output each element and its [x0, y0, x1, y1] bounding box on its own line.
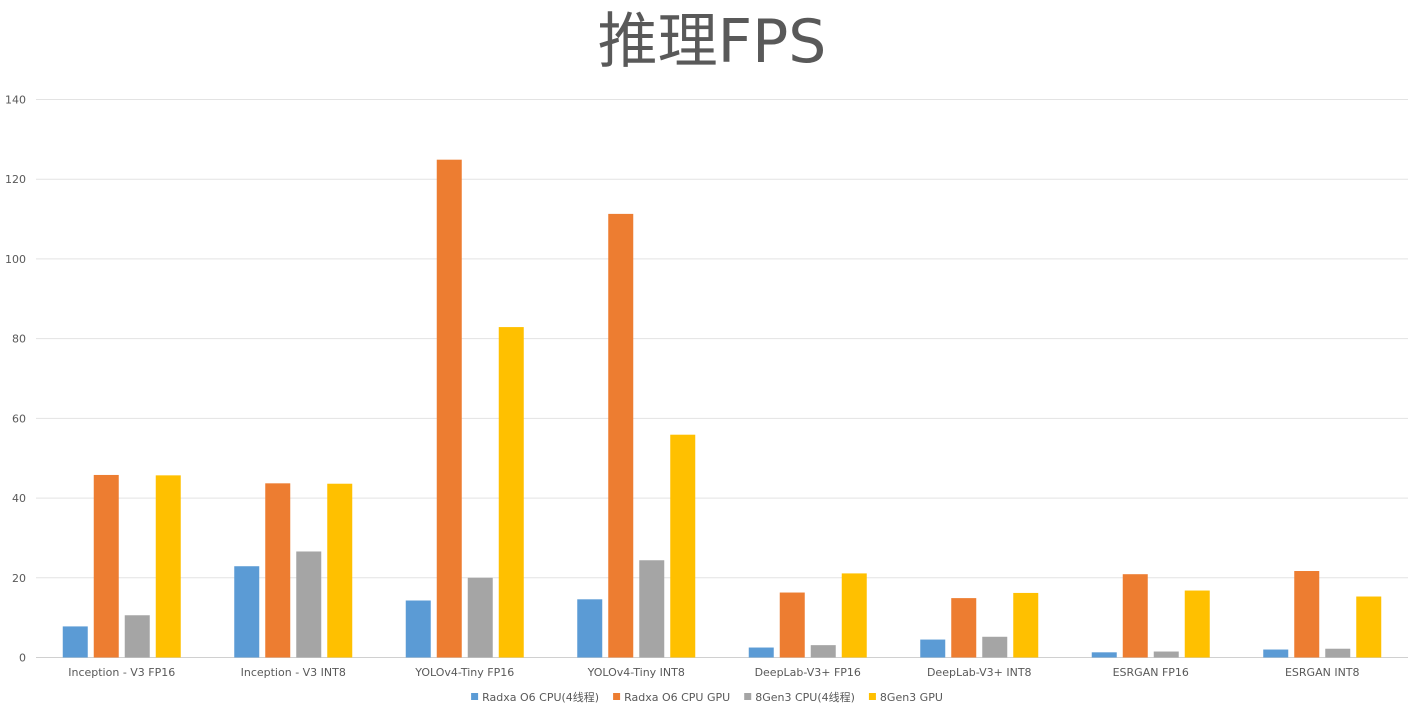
legend-item: Radxa O6 CPU(4线程)	[471, 690, 599, 704]
x-tick-label: ESRGAN FP16	[1113, 666, 1189, 679]
bar	[748, 647, 774, 658]
bar	[1325, 648, 1351, 658]
bar	[1294, 571, 1320, 658]
legend-item: 8Gen3 GPU	[868, 691, 943, 704]
bar	[670, 434, 696, 658]
legend-swatch	[471, 693, 479, 700]
y-axis-ticks: 0 20 40 60 80 100 120 140	[5, 94, 26, 665]
bar	[1091, 652, 1117, 658]
bars	[62, 159, 1382, 658]
bar	[265, 483, 291, 658]
legend-label: 8Gen3 CPU(4线程)	[755, 690, 855, 704]
bar	[1184, 590, 1210, 658]
legend-label: Radxa O6 CPU(4线程)	[482, 690, 599, 704]
bar	[951, 598, 977, 658]
y-tick-label: 80	[12, 333, 26, 346]
bar	[405, 600, 431, 658]
bar	[810, 645, 836, 658]
bar	[1013, 592, 1039, 658]
y-tick-label: 20	[12, 572, 26, 585]
bar	[467, 577, 493, 658]
legend-item: Radxa O6 CPU GPU	[613, 691, 730, 704]
bar	[436, 159, 462, 658]
x-tick-label: Inception - V3 FP16	[68, 666, 175, 679]
y-tick-label: 60	[12, 412, 26, 425]
x-tick-label: YOLOv4-Tiny INT8	[587, 666, 685, 679]
x-tick-label: DeepLab-V3+ INT8	[927, 666, 1032, 679]
x-tick-label: YOLOv4-Tiny FP16	[414, 666, 514, 679]
bar	[234, 566, 260, 658]
chart-title: 推理FPS	[598, 7, 827, 77]
bar	[608, 213, 634, 658]
y-tick-label: 140	[5, 94, 26, 107]
bar	[1263, 649, 1289, 658]
bar	[779, 592, 805, 658]
bar	[498, 327, 524, 658]
x-tick-label: ESRGAN INT8	[1285, 666, 1360, 679]
bar	[841, 573, 867, 658]
y-tick-label: 100	[5, 253, 26, 266]
x-tick-label: DeepLab-V3+ FP16	[755, 666, 861, 679]
legend-swatch	[868, 693, 876, 700]
bar	[1122, 574, 1148, 658]
bar	[327, 483, 353, 658]
bar	[982, 636, 1008, 658]
bar	[62, 626, 88, 658]
legend-label: 8Gen3 GPU	[880, 691, 943, 704]
legend-item: 8Gen3 CPU(4线程)	[744, 690, 855, 704]
legend: Radxa O6 CPU(4线程) Radxa O6 CPU GPU 8Gen3 C…	[471, 690, 943, 704]
legend-swatch	[613, 693, 621, 700]
y-tick-label: 0	[19, 652, 26, 665]
bar	[93, 474, 119, 658]
bar	[1153, 651, 1179, 658]
bar	[920, 639, 946, 658]
y-tick-label: 40	[12, 492, 26, 505]
x-axis-labels: Inception - V3 FP16 Inception - V3 INT8 YO…	[68, 666, 1359, 679]
bar	[577, 599, 603, 658]
y-tick-label: 120	[5, 173, 26, 186]
legend-swatch	[744, 693, 752, 700]
bar	[296, 551, 322, 658]
bar	[1356, 596, 1382, 658]
gridlines	[36, 99, 1408, 658]
bar	[124, 615, 150, 658]
bar	[155, 475, 181, 658]
legend-label: Radxa O6 CPU GPU	[624, 691, 730, 704]
x-tick-label: Inception - V3 INT8	[241, 666, 346, 679]
bar	[639, 560, 665, 658]
